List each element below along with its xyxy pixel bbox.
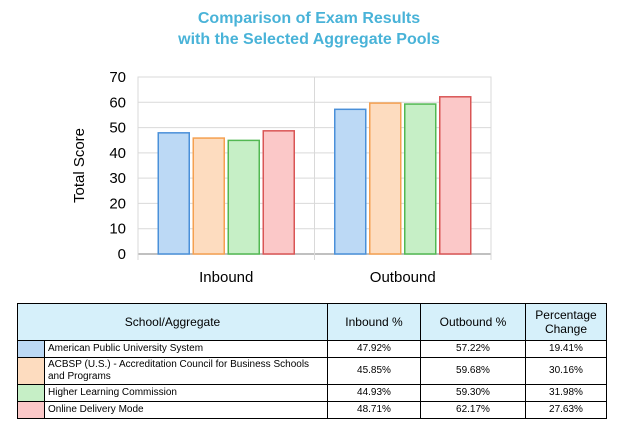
row-name: American Public University System bbox=[44, 340, 328, 358]
row-name: Higher Learning Commission bbox=[44, 384, 328, 402]
table-row: Online Delivery Mode 48.71% 62.17% 27.63… bbox=[17, 401, 607, 419]
bar bbox=[262, 130, 295, 255]
row-change: 31.98% bbox=[525, 384, 607, 402]
table-row: American Public University System 47.92%… bbox=[17, 340, 607, 358]
table-row: Higher Learning Commission 44.93% 59.30%… bbox=[17, 384, 607, 402]
row-change: 27.63% bbox=[525, 401, 607, 419]
bar bbox=[227, 139, 260, 255]
table-row: ACBSP (U.S.) - Accreditation Council for… bbox=[17, 357, 607, 385]
bar bbox=[334, 108, 367, 255]
row-inbound: 47.92% bbox=[327, 340, 421, 358]
row-outbound: 62.17% bbox=[420, 401, 526, 419]
bar bbox=[192, 137, 225, 255]
chart-title-line-2: with the Selected Aggregate Pools bbox=[178, 31, 440, 48]
y-tick-label: 60 bbox=[109, 94, 126, 111]
bar bbox=[157, 132, 190, 255]
header-inbound: Inbound % bbox=[327, 303, 421, 341]
table-header-row: School/Aggregate Inbound % Outbound % Pe… bbox=[17, 303, 607, 341]
bar bbox=[369, 102, 402, 255]
bar-chart: 0 10 20 30 40 50 60 70 Inbound Outbound Total Scor… bbox=[71, 69, 492, 286]
y-tick-label: 20 bbox=[109, 195, 126, 212]
row-inbound: 48.71% bbox=[327, 401, 421, 419]
header-school: School/Aggregate bbox=[17, 303, 328, 341]
x-tick-label: Outbound bbox=[370, 269, 436, 286]
results-table: School/Aggregate Inbound % Outbound % Pe… bbox=[17, 303, 607, 419]
row-name: ACBSP (U.S.) - Accreditation Council for… bbox=[44, 357, 328, 385]
bar bbox=[404, 103, 437, 255]
row-inbound: 45.85% bbox=[327, 357, 421, 385]
row-inbound: 44.93% bbox=[327, 384, 421, 402]
row-change: 19.41% bbox=[525, 340, 607, 358]
row-color-swatch bbox=[17, 384, 45, 402]
row-color-swatch bbox=[17, 340, 45, 358]
row-change: 30.16% bbox=[525, 357, 607, 385]
x-tick-label: Inbound bbox=[199, 269, 253, 286]
chart-title: Comparison of Exam Results with the Sele… bbox=[0, 8, 618, 50]
y-tick-label: 50 bbox=[109, 120, 126, 137]
row-color-swatch bbox=[17, 401, 45, 419]
y-tick-label: 40 bbox=[109, 145, 126, 162]
y-tick-label: 30 bbox=[109, 170, 126, 187]
bar bbox=[439, 96, 472, 255]
row-outbound: 57.22% bbox=[420, 340, 526, 358]
y-axis-label: Total Score bbox=[71, 128, 88, 203]
row-outbound: 59.30% bbox=[420, 384, 526, 402]
y-tick-label: 70 bbox=[109, 69, 126, 86]
row-color-swatch bbox=[17, 357, 45, 385]
header-outbound: Outbound % bbox=[420, 303, 526, 341]
y-tick-label: 10 bbox=[109, 221, 126, 238]
y-tick-label: 0 bbox=[118, 246, 126, 263]
header-change: Percentage Change bbox=[525, 303, 607, 341]
row-name: Online Delivery Mode bbox=[44, 401, 328, 419]
chart-title-line-1: Comparison of Exam Results bbox=[197, 10, 421, 27]
row-outbound: 59.68% bbox=[420, 357, 526, 385]
